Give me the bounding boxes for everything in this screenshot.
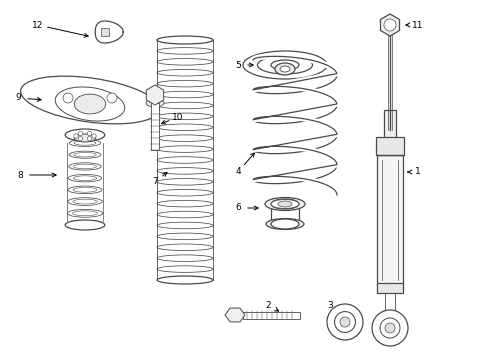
Ellipse shape (265, 198, 305, 211)
Text: 1: 1 (415, 167, 421, 176)
Polygon shape (95, 21, 123, 43)
Ellipse shape (266, 219, 304, 230)
Polygon shape (147, 85, 164, 105)
Text: 6: 6 (235, 203, 241, 212)
Ellipse shape (157, 276, 213, 284)
Circle shape (78, 136, 83, 141)
Text: 4: 4 (235, 167, 241, 176)
Text: 5: 5 (235, 60, 241, 69)
Bar (377, 155, 403, 285)
Bar (151, 103, 159, 150)
Bar (243, 311, 300, 319)
Bar (101, 28, 109, 36)
Circle shape (87, 131, 92, 136)
Ellipse shape (275, 63, 295, 75)
Circle shape (107, 93, 117, 103)
Circle shape (78, 131, 83, 136)
Text: 8: 8 (17, 171, 23, 180)
Ellipse shape (271, 219, 299, 229)
Ellipse shape (280, 66, 290, 72)
Ellipse shape (243, 51, 327, 79)
Text: 11: 11 (412, 21, 424, 30)
Text: 9: 9 (15, 94, 21, 103)
Ellipse shape (21, 76, 159, 124)
Text: 3: 3 (327, 301, 333, 310)
Text: 12: 12 (32, 21, 44, 30)
Text: 10: 10 (172, 112, 184, 122)
Circle shape (87, 136, 92, 141)
Ellipse shape (74, 134, 96, 142)
Circle shape (74, 134, 78, 138)
Text: 2: 2 (265, 301, 271, 310)
Bar (384, 110, 396, 140)
Circle shape (384, 19, 396, 31)
Circle shape (63, 93, 73, 103)
Bar (377, 283, 403, 293)
Polygon shape (380, 14, 399, 36)
Bar (271, 204, 299, 226)
Circle shape (385, 323, 395, 333)
Ellipse shape (258, 56, 313, 74)
Ellipse shape (278, 201, 292, 207)
Ellipse shape (271, 60, 299, 70)
Text: 7: 7 (152, 177, 158, 186)
Ellipse shape (146, 99, 164, 107)
Ellipse shape (55, 87, 125, 121)
Circle shape (335, 311, 355, 332)
Ellipse shape (65, 220, 105, 230)
Ellipse shape (65, 129, 105, 141)
Circle shape (92, 134, 96, 138)
Bar (376, 137, 404, 155)
Polygon shape (225, 308, 245, 322)
Ellipse shape (74, 94, 106, 114)
Circle shape (327, 304, 363, 340)
Ellipse shape (271, 199, 299, 209)
Circle shape (340, 317, 350, 327)
Ellipse shape (271, 199, 299, 208)
Ellipse shape (157, 36, 213, 44)
Circle shape (372, 310, 408, 346)
Circle shape (380, 318, 400, 338)
